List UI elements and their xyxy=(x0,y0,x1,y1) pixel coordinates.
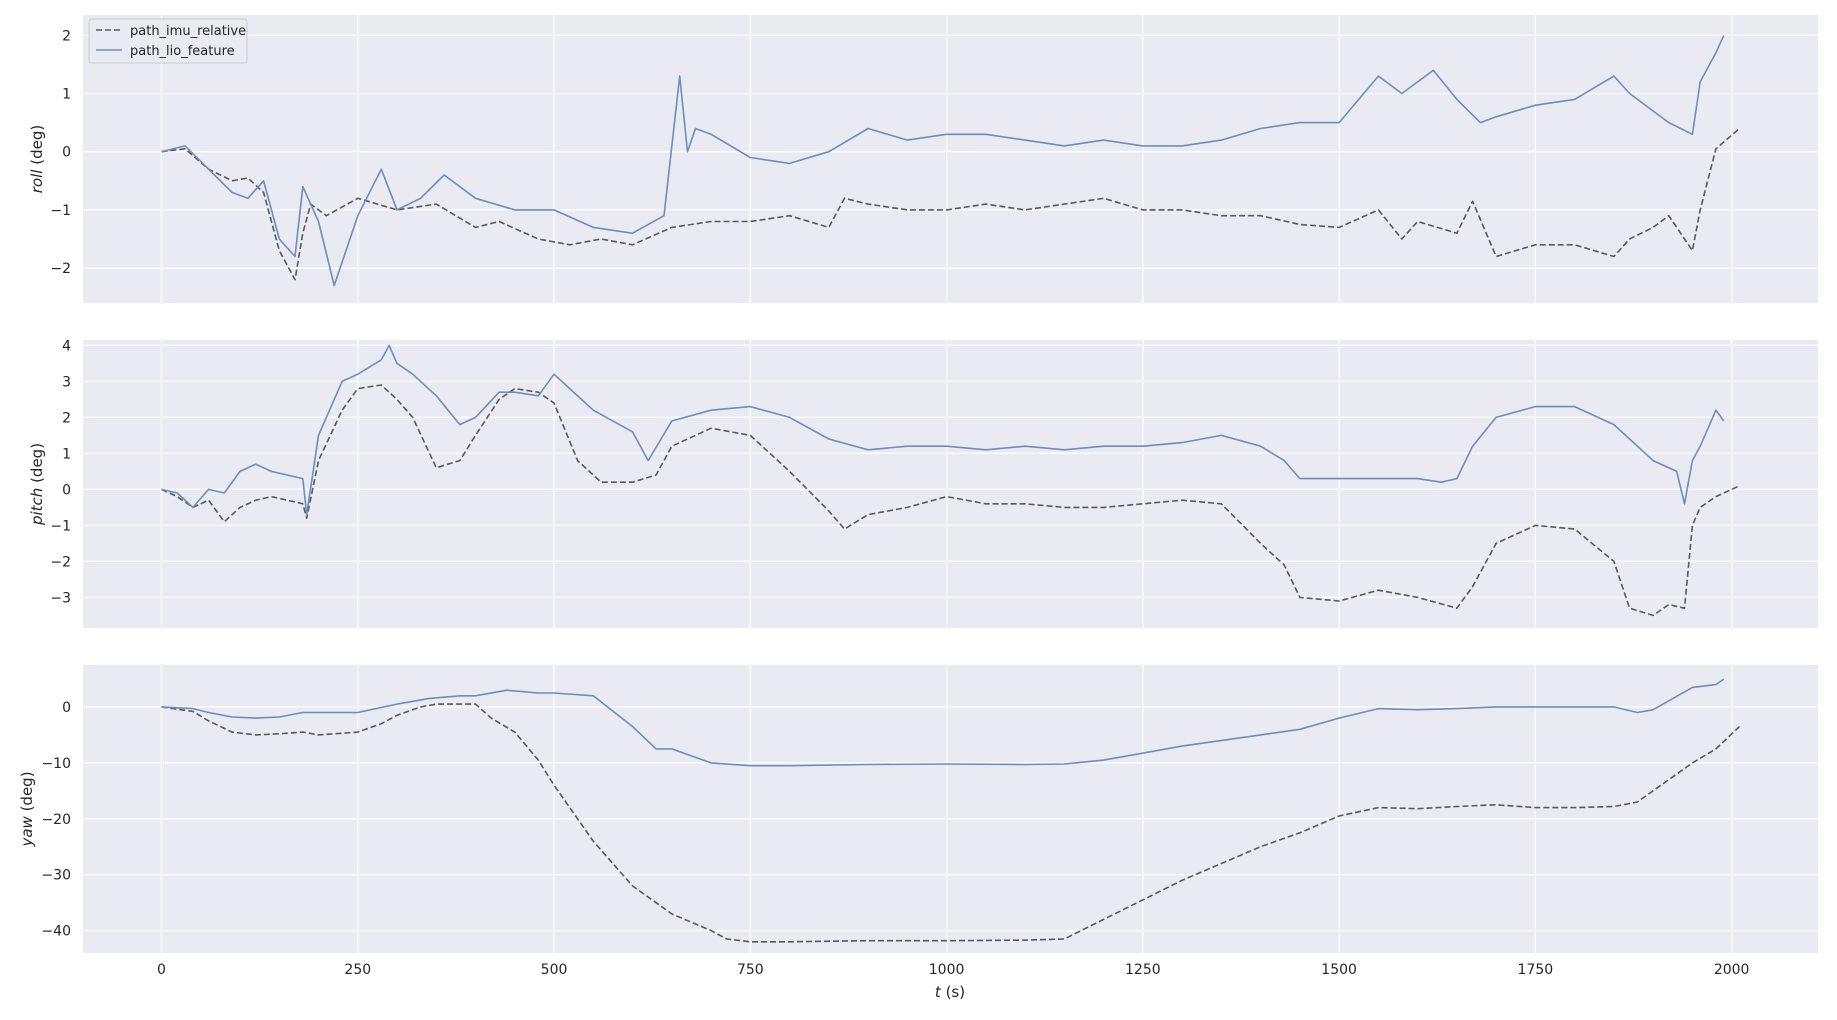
x-tick-label: 0 xyxy=(157,962,166,978)
x-tick-label: 1000 xyxy=(929,962,965,978)
roll-series-path-lio-feature xyxy=(161,35,1725,287)
legend: path_imu_relative path_lio_feature xyxy=(88,18,248,64)
x-ticks: 0 250 500 750 1000 1250 1500 1750 2000 xyxy=(157,962,1749,978)
pitch-y-tick-label: 1 xyxy=(62,446,71,462)
pitch-y-tick-label: 4 xyxy=(62,338,71,354)
pitch-series-path-lio-feature xyxy=(161,344,1725,516)
pitch-plot-area xyxy=(83,340,1818,628)
yaw-y-tick-label: −20 xyxy=(41,812,71,828)
yaw-y-tick-label: −30 xyxy=(41,868,71,884)
x-tick-label: 1750 xyxy=(1518,962,1554,978)
roll-y-tick-label: −2 xyxy=(50,261,71,277)
pitch-series xyxy=(161,344,1740,617)
x-tick-label: 1500 xyxy=(1321,962,1357,978)
pitch-grid xyxy=(83,340,1818,628)
x-tick-label: 2000 xyxy=(1714,962,1750,978)
yaw-y-axis-label: yaw (deg) xyxy=(18,771,36,847)
pitch-y-tick-label: 2 xyxy=(62,410,71,426)
x-tick-label: 500 xyxy=(541,962,568,978)
pitch-y-tick-label: −1 xyxy=(50,518,71,534)
roll-y-tick-label: −1 xyxy=(50,203,71,219)
roll-plot-area xyxy=(83,15,1818,303)
roll-y-tick-label: 0 xyxy=(62,145,71,161)
pitch-panel: −3 −2 −1 0 1 2 3 4 pitch (deg) xyxy=(28,338,1818,628)
yaw-y-ticks: −40 −30 −20 −10 0 xyxy=(41,700,71,940)
pitch-y-ticks: −3 −2 −1 0 1 2 3 4 xyxy=(50,338,71,606)
roll-panel: −2 −1 0 1 2 roll (deg) path_imu_relative pat… xyxy=(28,15,1818,303)
roll-y-ticks: −2 −1 0 1 2 xyxy=(50,28,71,277)
roll-series xyxy=(161,35,1741,287)
yaw-panel: −40 −30 −20 −10 0 yaw (deg) xyxy=(18,665,1818,953)
yaw-series xyxy=(161,678,1741,943)
yaw-series-path-imu-relative xyxy=(161,703,1741,943)
legend-label-imu: path_imu_relative xyxy=(130,24,246,39)
roll-y-tick-label: 1 xyxy=(62,87,71,103)
roll-y-tick-label: 2 xyxy=(62,28,71,44)
yaw-y-tick-label: −40 xyxy=(41,924,71,940)
pitch-y-tick-label: 3 xyxy=(62,374,71,390)
x-tick-label: 750 xyxy=(737,962,764,978)
legend-label-lio: path_lio_feature xyxy=(130,44,235,59)
yaw-plot-area xyxy=(83,665,1818,953)
yaw-series-path-lio-feature xyxy=(161,678,1725,767)
roll-y-axis-label: roll (deg) xyxy=(28,125,46,193)
x-tick-label: 1250 xyxy=(1125,962,1161,978)
x-tick-label: 250 xyxy=(344,962,371,978)
pitch-y-tick-label: −2 xyxy=(50,554,71,570)
legend-box xyxy=(88,18,248,64)
pitch-y-tick-label: −3 xyxy=(50,590,71,606)
yaw-y-tick-label: 0 xyxy=(62,700,71,716)
pitch-series-path-imu-relative xyxy=(161,384,1740,617)
yaw-y-tick-label: −10 xyxy=(41,756,71,772)
x-axis-label: t (s) xyxy=(935,983,965,1001)
pitch-y-axis-label: pitch (deg) xyxy=(28,443,46,526)
pitch-y-tick-label: 0 xyxy=(62,482,71,498)
